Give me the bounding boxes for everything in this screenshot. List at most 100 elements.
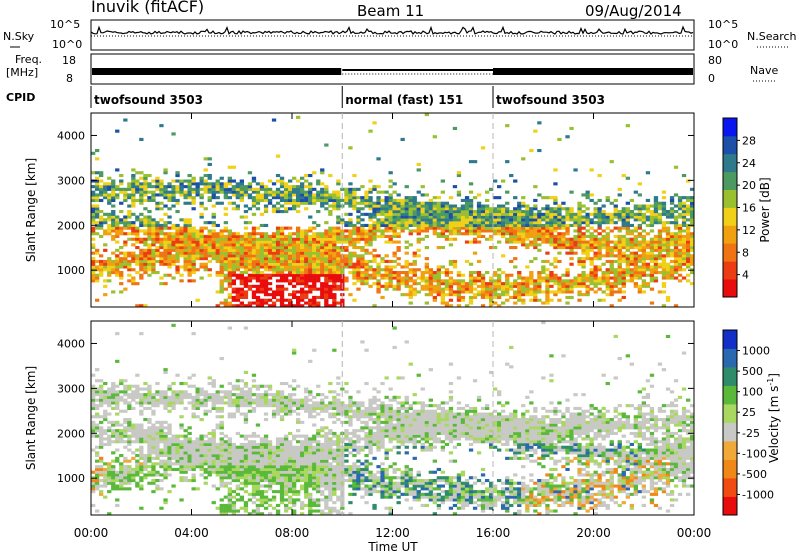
scatter-cell: [251, 290, 257, 294]
scatter-cell: [183, 257, 188, 261]
scatter-cell: [665, 262, 671, 266]
scatter-cell: [472, 212, 478, 216]
scatter-cell: [179, 415, 184, 419]
scatter-cell: [143, 465, 148, 469]
scatter-cell: [151, 473, 156, 477]
scatter-cell: [521, 282, 526, 286]
scatter-cell: [464, 207, 470, 211]
scatter-cell: [617, 298, 622, 302]
scatter-cell: [529, 210, 534, 214]
scatter-cell: [167, 215, 172, 219]
scatter-cell: [388, 201, 393, 205]
scatter-cell: [545, 273, 550, 277]
scatter-cell: [211, 442, 216, 446]
scatter-cell: [581, 248, 586, 252]
scatter-cell: [617, 282, 622, 286]
scatter-cell: [661, 190, 667, 194]
scatter-cell: [673, 276, 679, 280]
scatter-cell: [231, 473, 236, 477]
scatter-cell: [163, 368, 168, 372]
scatter-cell: [625, 248, 630, 252]
scatter-cell: [533, 212, 538, 216]
scatter-cell: [549, 232, 554, 236]
scatter-cell: [677, 279, 683, 283]
scatter-cell: [139, 248, 144, 252]
scatter-cell: [171, 243, 176, 247]
scatter-cell: [388, 284, 393, 288]
scatter-cell: [163, 390, 168, 394]
scatter-cell: [585, 243, 590, 247]
scatter-cell: [557, 212, 562, 216]
scatter-cell: [633, 273, 638, 277]
scatter-cell: [376, 229, 381, 233]
scatter-cell: [497, 204, 502, 208]
scatter-cell: [99, 484, 104, 488]
scatter-cell: [211, 257, 216, 261]
scatter-cell: [155, 404, 160, 408]
scatter-cell: [159, 459, 164, 463]
scatter-cell: [629, 259, 634, 263]
scatter-cell: [223, 243, 228, 247]
scatter-cell: [476, 201, 482, 205]
scatter-cell: [312, 248, 317, 252]
scatter-cell: [300, 246, 305, 250]
scatter-cell: [263, 287, 269, 291]
scatter-cell: [107, 271, 112, 275]
scatter-cell: [404, 240, 409, 244]
scatter-cell: [91, 434, 96, 438]
scatter-cell: [352, 246, 357, 250]
scatter-cell: [412, 210, 417, 214]
scatter-cell: [119, 251, 124, 255]
scatter-cell: [115, 473, 120, 477]
scatter-cell: [231, 503, 236, 507]
scatter-cell: [661, 259, 667, 263]
scatter-cell: [247, 268, 253, 272]
scatter-cell: [243, 470, 249, 474]
scatter-cell: [171, 223, 176, 227]
scatter-cell: [155, 382, 160, 386]
scatter-cell: [296, 210, 301, 214]
scatter-cell: [127, 223, 132, 227]
scatter-cell: [665, 248, 671, 252]
scatter-cell: [151, 240, 156, 244]
scatter-cell: [686, 246, 691, 250]
scatter-cell: [380, 198, 385, 202]
scatter-cell: [497, 207, 502, 211]
scatter-cell: [284, 190, 289, 194]
scatter-cell: [284, 196, 289, 200]
scatter-cell: [155, 193, 160, 197]
scatter-cell: [207, 473, 212, 477]
scatter-cell: [151, 451, 156, 455]
scatter-cell: [690, 262, 695, 266]
scatter-cell: [288, 201, 293, 205]
scatter-cell: [179, 401, 184, 405]
scatter-cell: [119, 379, 124, 383]
scatter-cell: [139, 448, 144, 452]
scatter-cell: [107, 393, 112, 397]
scatter-cell: [115, 456, 120, 460]
scatter-cell: [432, 271, 437, 275]
scatter-cell: [292, 304, 297, 308]
scatter-cell: [501, 301, 506, 305]
scatter-cell: [629, 271, 634, 275]
scatter-cell: [292, 232, 297, 236]
scatter-cell: [505, 221, 510, 225]
scatter-cell: [348, 212, 353, 216]
scatter-cell: [581, 210, 586, 214]
scatter-cell: [259, 246, 265, 250]
scatter-cell: [296, 232, 301, 236]
scatter-cell: [677, 232, 683, 236]
scatter-cell: [344, 198, 349, 202]
scatter-cell: [476, 271, 482, 275]
scatter-cell: [267, 293, 273, 297]
scatter-cell: [408, 196, 413, 200]
scatter-cell: [549, 271, 554, 275]
scatter-cell: [143, 406, 148, 410]
scatter-cell: [521, 237, 526, 241]
scatter-cell: [645, 243, 651, 247]
scatter-cell: [388, 223, 393, 227]
scatter-cell: [645, 262, 651, 266]
scatter-cell: [231, 193, 236, 197]
scatter-cell: [444, 284, 450, 288]
scatter-cell: [597, 254, 602, 258]
